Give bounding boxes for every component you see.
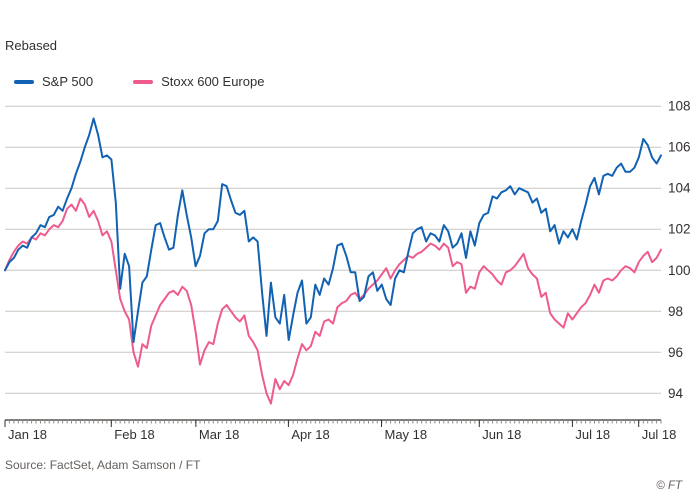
x-tick-label: May 18 bbox=[385, 427, 428, 442]
rebased-label: Rebased bbox=[5, 38, 58, 53]
legend-label-sp500: S&P 500 bbox=[42, 74, 94, 89]
y-tick-label: 94 bbox=[668, 386, 684, 401]
y-tick-label: 96 bbox=[668, 345, 683, 360]
y-tick-label: 100 bbox=[668, 263, 691, 278]
legend-item-sp500: S&P 500 bbox=[14, 74, 93, 89]
x-tick-label: Mar 18 bbox=[199, 427, 239, 442]
x-tick-label: Jul 18 bbox=[575, 427, 610, 442]
y-tick-label: 108 bbox=[668, 99, 691, 114]
legend-label-stoxx600: Stoxx 600 Europe bbox=[161, 74, 265, 89]
ft-copyright: © FT bbox=[656, 480, 682, 492]
legend-swatch-stoxx600 bbox=[133, 79, 154, 84]
y-tick-label: 106 bbox=[668, 140, 691, 155]
y-tick-label: 102 bbox=[668, 222, 691, 237]
source-credit: Source: FactSet, Adam Samson / FT bbox=[5, 458, 201, 472]
y-tick-label: 98 bbox=[668, 304, 683, 319]
series-line-stoxx600 bbox=[4, 197, 662, 405]
legend-swatch-sp500 bbox=[14, 79, 34, 84]
x-tick-label: Jun 18 bbox=[482, 427, 521, 442]
x-tick-label: Feb 18 bbox=[114, 427, 154, 442]
x-tick-label: Jan 18 bbox=[8, 427, 47, 442]
x-tick-label: Apr 18 bbox=[291, 427, 329, 442]
legend: S&P 500 Stoxx 600 Europe bbox=[14, 74, 264, 89]
legend-item-stoxx600: Stoxx 600 Europe bbox=[133, 74, 264, 89]
x-tick-label: Jul 18 bbox=[642, 427, 677, 442]
y-tick-label: 104 bbox=[668, 181, 691, 196]
series-line-sp500 bbox=[4, 117, 662, 344]
